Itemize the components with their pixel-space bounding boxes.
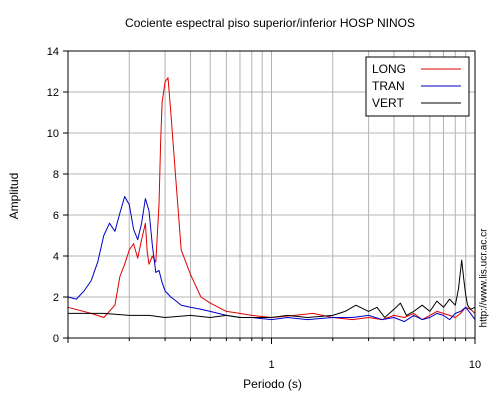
series-line-tran [67,196,476,323]
y-tick-label: 14 [47,46,59,58]
tick-layer: 0 2 4 6 8 10 12 14 1 10 [47,46,481,371]
chart-title: Cociente espectral piso superior/inferio… [125,16,415,30]
y-tick-label: 0 [53,333,59,345]
legend: LONG TRAN VERT [365,56,470,117]
series-line-vert [68,259,476,318]
legend-label-vert: VERT [372,96,404,110]
legend-label-long: LONG [372,62,406,76]
x-tick-label: 10 [469,359,481,371]
y-tick-label: 4 [53,251,59,263]
credit-url: http://www.lis.ucr.ac.cr [478,228,490,328]
legend-label-tran: TRAN [372,79,405,93]
y-tick-label: 12 [47,87,59,99]
series-layer [67,77,476,323]
x-tick-label: 1 [268,359,274,371]
y-axis-label: Amplitud [7,172,21,220]
series-line-long [67,77,476,321]
y-tick-label: 2 [53,292,59,304]
y-tick-label: 8 [53,169,59,181]
y-tick-label: 10 [47,128,59,140]
x-axis-label: Periodo (s) [243,377,302,391]
y-tick-label: 6 [53,210,59,222]
